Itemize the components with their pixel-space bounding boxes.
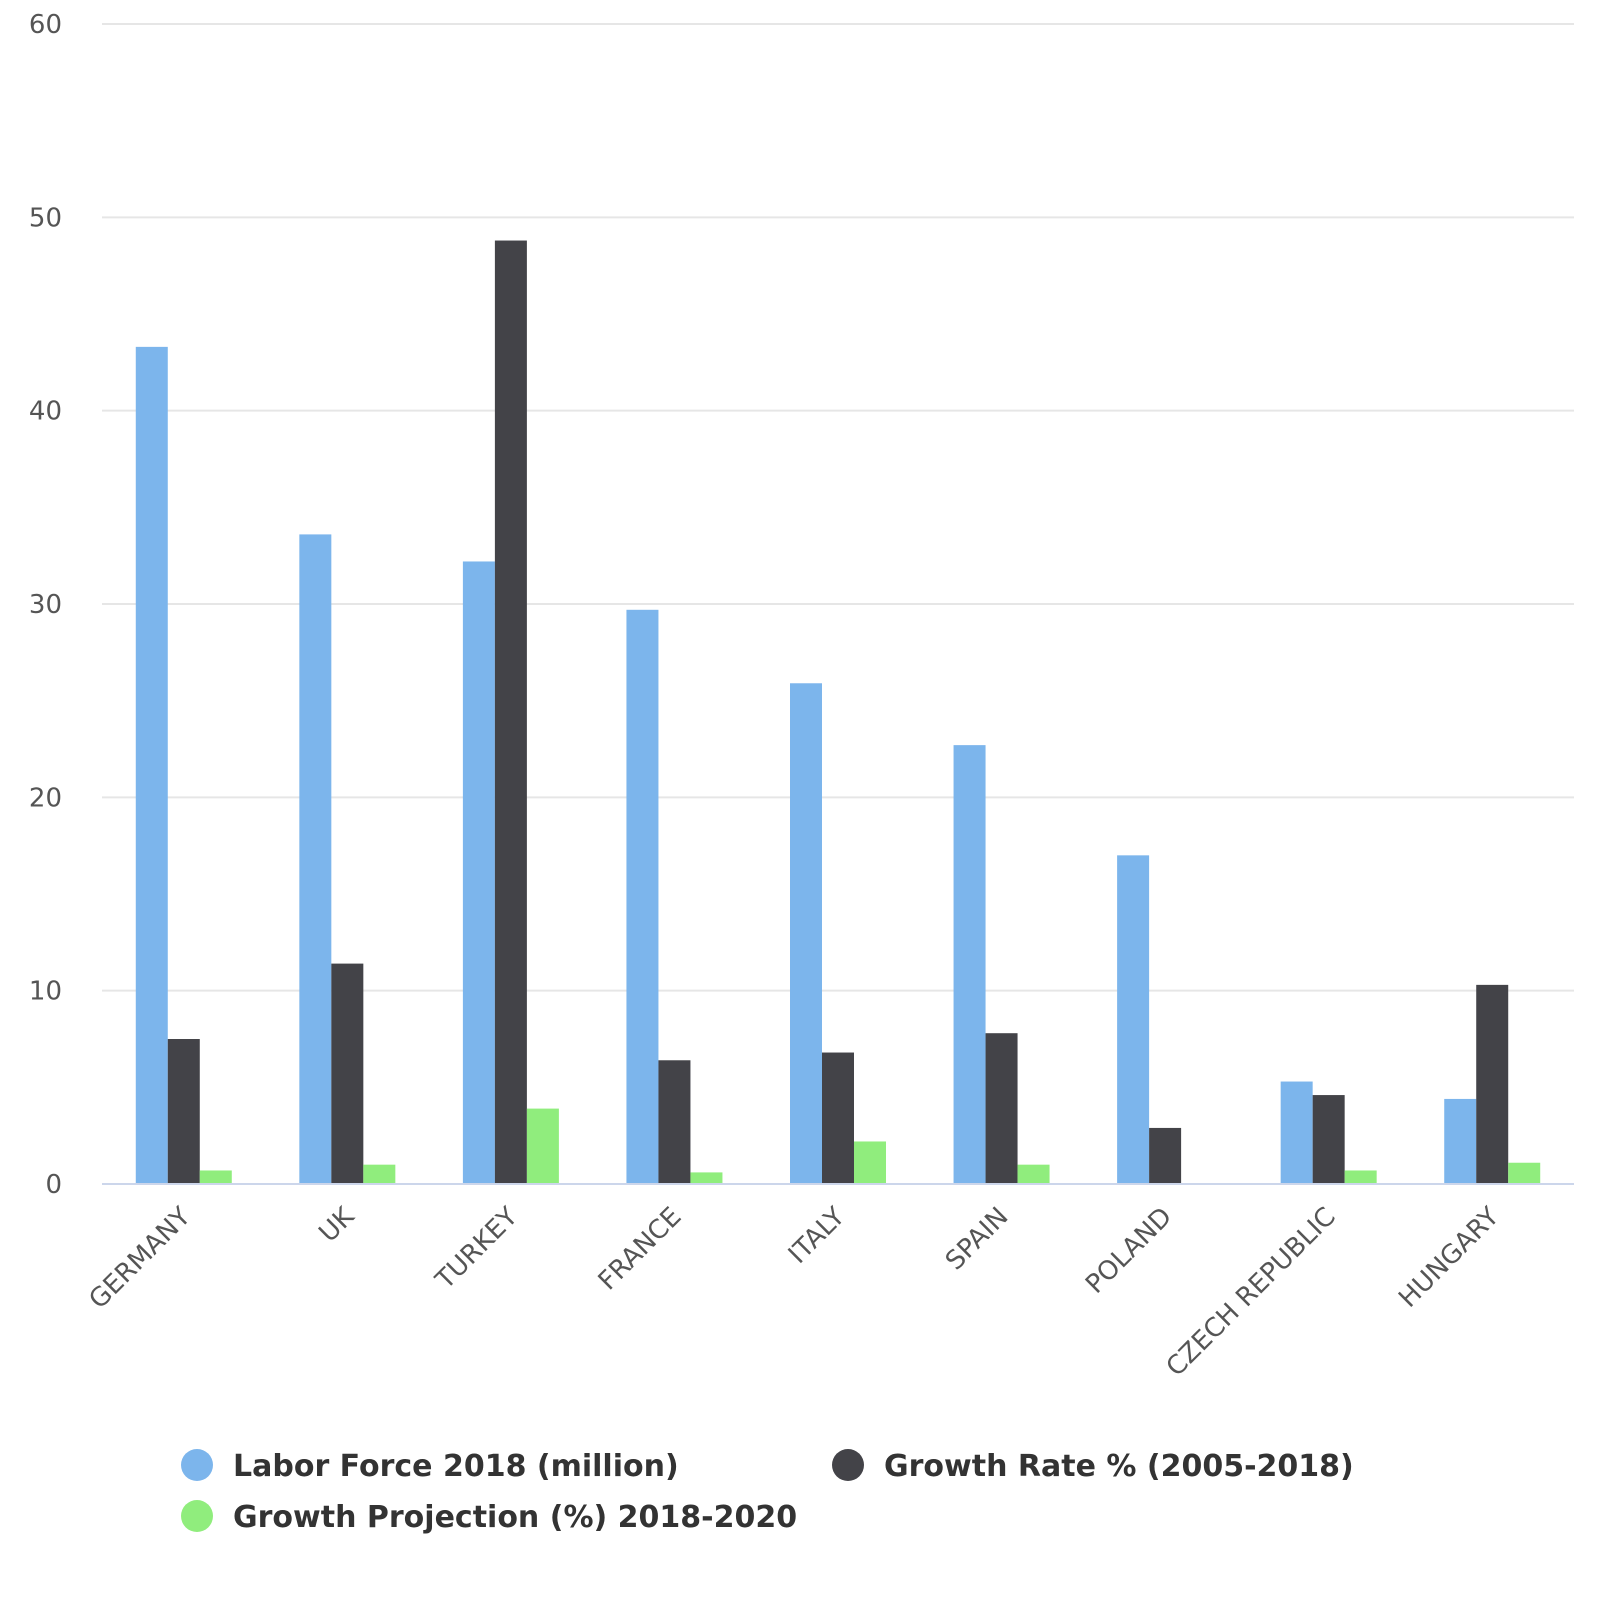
y-tick-label-30: 30 bbox=[29, 590, 62, 620]
bar-germany-series-2[interactable] bbox=[167, 1039, 200, 1184]
bar-turkey-series-3[interactable] bbox=[526, 1108, 559, 1184]
legend-item-3[interactable]: Growth Projection (%) 2018-2020 bbox=[181, 1500, 797, 1535]
y-tick-label-20: 20 bbox=[29, 783, 62, 813]
bar-italy-series-1[interactable] bbox=[790, 683, 822, 1184]
legend-label-3: Growth Projection (%) 2018-2020 bbox=[233, 1500, 797, 1535]
x-tick-label-hungary: HUNGARY bbox=[1393, 1202, 1505, 1314]
x-tick-label-spain: SPAIN bbox=[940, 1202, 1015, 1277]
x-tick-label-poland: POLAND bbox=[1080, 1202, 1178, 1300]
bar-turkey-series-2[interactable] bbox=[494, 240, 527, 1185]
x-tick-label-france: FRANCE bbox=[593, 1202, 688, 1297]
legend-item-1[interactable]: Labor Force 2018 (million) bbox=[181, 1449, 679, 1484]
x-tick-label-turkey: TURKEY bbox=[430, 1202, 524, 1296]
bar-italy-series-3[interactable] bbox=[854, 1141, 886, 1184]
legend-item-2[interactable]: Growth Rate % (2005-2018) bbox=[832, 1449, 1354, 1484]
bar-uk-series-3[interactable] bbox=[363, 1164, 396, 1184]
bar-spain-series-3[interactable] bbox=[1017, 1164, 1050, 1184]
y-tick-label-50: 50 bbox=[29, 203, 62, 233]
y-tick-label-10: 10 bbox=[29, 977, 62, 1007]
x-tick-label-italy: ITALY bbox=[783, 1202, 851, 1270]
bar-czech-republic-series-2[interactable] bbox=[1312, 1095, 1345, 1184]
bars bbox=[135, 240, 1541, 1185]
bar-hungary-series-2[interactable] bbox=[1476, 984, 1509, 1184]
bar-france-series-2[interactable] bbox=[658, 1060, 691, 1184]
bar-poland-series-2[interactable] bbox=[1149, 1127, 1182, 1184]
y-axis-tick-labels: 0 10 20 30 40 50 60 bbox=[29, 10, 62, 1200]
y-tick-label-40: 40 bbox=[29, 397, 62, 427]
bar-uk-series-2[interactable] bbox=[331, 963, 364, 1184]
bar-czech-republic-series-1[interactable] bbox=[1280, 1081, 1313, 1184]
bar-france-series-1[interactable] bbox=[626, 609, 659, 1184]
bar-hungary-series-3[interactable] bbox=[1508, 1162, 1541, 1184]
bar-germany-series-3[interactable] bbox=[199, 1170, 232, 1184]
bar-italy-series-2[interactable] bbox=[822, 1052, 854, 1184]
legend-label-1: Labor Force 2018 (million) bbox=[233, 1449, 679, 1484]
y-tick-label-60: 60 bbox=[29, 10, 62, 40]
grid-lines bbox=[102, 23, 1574, 992]
bar-spain-series-2[interactable] bbox=[985, 1033, 1018, 1184]
legend-marker-2 bbox=[832, 1449, 864, 1481]
bar-poland-series-1[interactable] bbox=[1117, 855, 1150, 1184]
bar-uk-series-1[interactable] bbox=[299, 534, 332, 1184]
y-tick-label-0: 0 bbox=[45, 1170, 62, 1200]
x-tick-label-czech-republic: CZECH REPUBLIC bbox=[1161, 1202, 1342, 1383]
bar-hungary-series-1[interactable] bbox=[1444, 1098, 1477, 1184]
bar-germany-series-1[interactable] bbox=[135, 346, 168, 1184]
legend-marker-3 bbox=[181, 1500, 213, 1532]
x-tick-label-germany: GERMANY bbox=[83, 1202, 196, 1315]
x-axis-category-labels: GERMANY UK TURKEY FRANCE ITALY SPAIN POLANDCZE… bbox=[83, 1201, 1505, 1382]
legend-label-2: Growth Rate % (2005-2018) bbox=[884, 1449, 1354, 1484]
legend[interactable]: Labor Force 2018 (million) Growth Rate % … bbox=[181, 1449, 1354, 1535]
bar-czech-republic-series-3[interactable] bbox=[1344, 1170, 1377, 1184]
bar-turkey-series-1[interactable] bbox=[462, 561, 495, 1184]
bar-france-series-3[interactable] bbox=[690, 1172, 723, 1184]
bar-spain-series-1[interactable] bbox=[953, 745, 986, 1184]
legend-marker-1 bbox=[181, 1449, 213, 1481]
x-tick-label-uk: UK bbox=[314, 1201, 361, 1248]
